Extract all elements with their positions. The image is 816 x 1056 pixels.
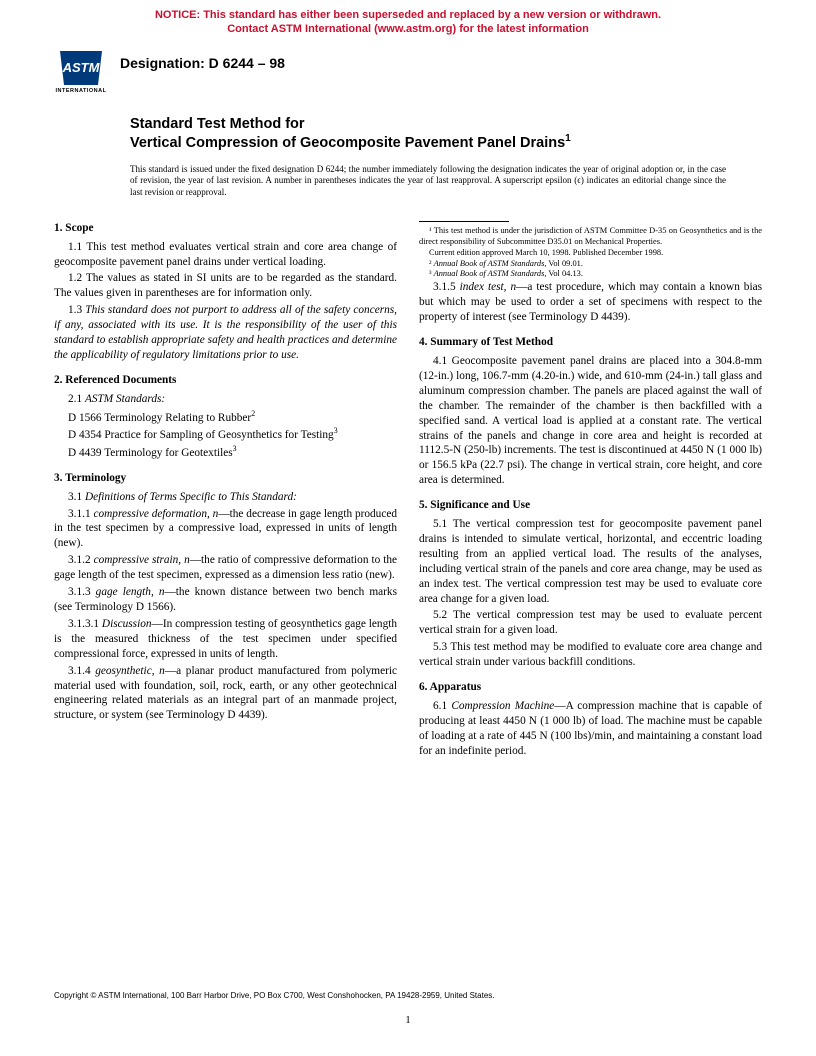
scope-1-2: 1.2 The values as stated in SI units are… — [54, 271, 397, 301]
astm-logo-icon: ASTM — [56, 49, 106, 87]
scope-head: 1. Scope — [54, 221, 397, 236]
scope-1-3-it: This standard does not purport to addres… — [54, 304, 397, 361]
title-main: Vertical Compression of Geocomposite Pav… — [130, 135, 565, 151]
ref-d4439: D 4439 Terminology for Geotextiles3 — [54, 444, 397, 461]
summary-head: 4. Summary of Test Method — [419, 335, 762, 350]
term-3-1-3-1: 3.1.3.1 Discussion—In compression testin… — [54, 617, 397, 662]
notice-line1: NOTICE: This standard has either been su… — [155, 9, 661, 21]
sig-5-3: 5.3 This test method may be modified to … — [419, 640, 762, 670]
term-3-1-3: 3.1.3 gage length, n—the known distance … — [54, 585, 397, 615]
footnote-block: ¹ This test method is under the jurisdic… — [419, 221, 762, 281]
fn3: ³ Annual Book of ASTM Standards, Vol 04.… — [419, 269, 762, 280]
ref-d1566: D 1566 Terminology Relating to Rubber2 — [54, 409, 397, 426]
copyright: Copyright © ASTM International, 100 Barr… — [54, 991, 762, 1000]
term-head: 3. Terminology — [54, 471, 397, 486]
refdocs-head: 2. Referenced Documents — [54, 373, 397, 388]
ref-d4354: D 4354 Practice for Sampling of Geosynth… — [54, 426, 397, 443]
title-line2: Vertical Compression of Geocomposite Pav… — [130, 133, 762, 152]
term-3-1-4: 3.1.4 geosynthetic, n—a planar product m… — [54, 664, 397, 724]
footnotes: ¹ This test method is under the jurisdic… — [419, 226, 762, 281]
notice-line2: Contact ASTM International (www.astm.org… — [227, 23, 589, 35]
scope-1-3-pre: 1.3 — [68, 304, 85, 316]
sig-5-2: 5.2 The vertical compression test may be… — [419, 608, 762, 638]
issuance-note: This standard is issued under the fixed … — [0, 152, 816, 199]
sig-5-1: 5.1 The vertical compression test for ge… — [419, 517, 762, 606]
fn1: ¹ This test method is under the jurisdic… — [419, 226, 762, 248]
term-3-1-1: 3.1.1 compressive deformation, n—the dec… — [54, 507, 397, 552]
fn1b: Current edition approved March 10, 1998.… — [419, 248, 762, 259]
footnote-rule — [419, 221, 509, 222]
svg-text:ASTM: ASTM — [62, 60, 101, 75]
fn2: ² Annual Book of ASTM Standards, Vol 09.… — [419, 259, 762, 270]
designation: Designation: D 6244 – 98 — [120, 55, 285, 89]
body-columns: 1. Scope 1.1 This test method evaluates … — [0, 199, 816, 759]
apparatus-head: 6. Apparatus — [419, 680, 762, 695]
apparatus-6-1: 6.1 Compression Machine—A compression ma… — [419, 699, 762, 759]
term-3-1-5: 3.1.5 index test, n—a test procedure, wh… — [419, 280, 762, 325]
refdocs-2-1-it: ASTM Standards: — [85, 393, 165, 405]
astm-logo: ASTM INTERNATIONAL — [54, 47, 108, 97]
logo-label: INTERNATIONAL — [55, 88, 106, 94]
refdocs-2-1: 2.1 ASTM Standards: — [54, 392, 397, 407]
title-block: Standard Test Method for Vertical Compre… — [0, 97, 816, 152]
header-row: ASTM INTERNATIONAL Designation: D 6244 –… — [0, 41, 816, 97]
term-3-1: 3.1 Definitions of Terms Specific to Thi… — [54, 490, 397, 505]
scope-1-3: 1.3 This standard does not purport to ad… — [54, 303, 397, 363]
title-sup: 1 — [565, 133, 571, 144]
sig-head: 5. Significance and Use — [419, 498, 762, 513]
refdocs-2-1-pre: 2.1 — [68, 393, 85, 405]
notice-banner: NOTICE: This standard has either been su… — [0, 0, 816, 41]
scope-1-1: 1.1 This test method evaluates vertical … — [54, 240, 397, 270]
term-3-1-2: 3.1.2 compressive strain, n—the ratio of… — [54, 553, 397, 583]
page-number: 1 — [0, 1014, 816, 1026]
summary-4-1: 4.1 Geocomposite pavement panel drains a… — [419, 354, 762, 488]
title-line1: Standard Test Method for — [130, 115, 762, 133]
